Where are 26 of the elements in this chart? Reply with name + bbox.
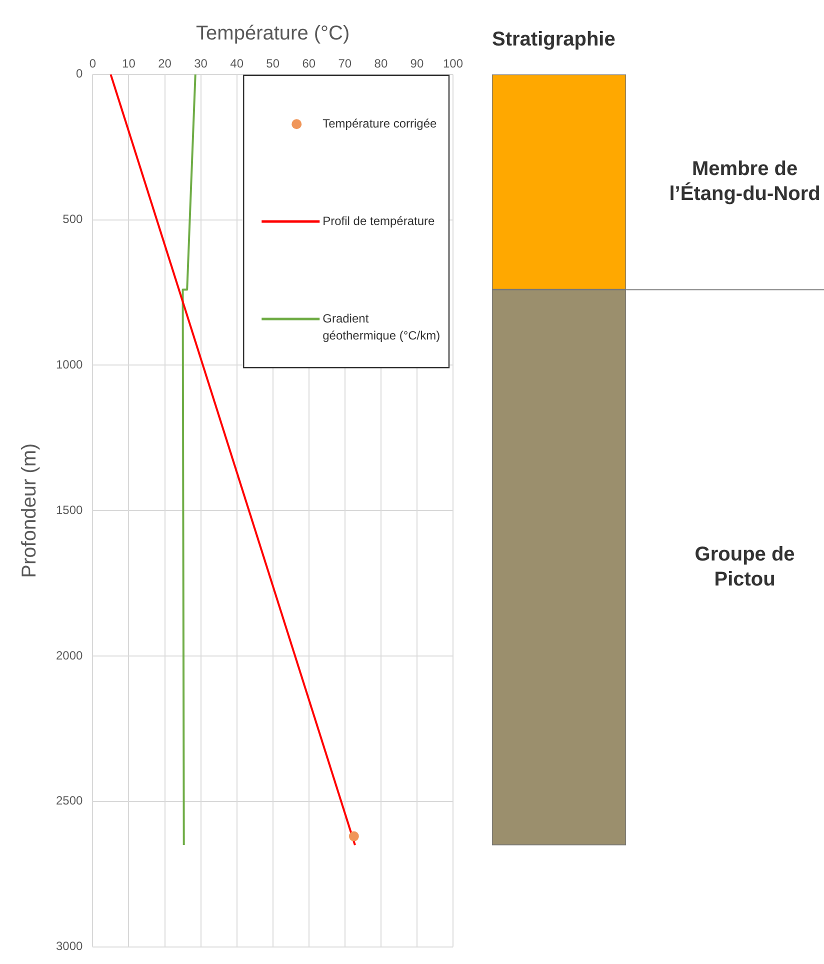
y-tick-label: 1500 — [56, 502, 84, 517]
x-tick-label: 10 — [122, 56, 136, 71]
x-tick-label: 60 — [302, 56, 316, 71]
x-tick-label: 40 — [230, 56, 244, 71]
x-tick-label: 0 — [89, 56, 96, 71]
legend-label: Gradient géothermique (°C/km) — [322, 311, 440, 342]
text: Groupe de Pictou — [694, 543, 795, 590]
y-tick-label: 2000 — [56, 648, 84, 662]
x-tick-label: 30 — [194, 56, 208, 71]
y-tick-label: 1000 — [56, 358, 84, 372]
y-tick-label: 3000 — [56, 939, 84, 954]
x-tick-label: 100 — [442, 56, 464, 71]
y-tick-label: 2500 — [56, 794, 84, 808]
chart-title: Stratigraphie — [492, 28, 616, 51]
x-tick-label: 90 — [410, 56, 424, 71]
y-axis-title: Profondeur (m) — [18, 443, 41, 578]
y-tick-label: 500 — [62, 212, 84, 226]
x-tick-label: 20 — [158, 56, 172, 71]
text: Membre de l’Étang-du-Nord — [669, 158, 820, 206]
x-axis-title: Température (°C) — [196, 22, 350, 45]
legend-label: Température corrigée — [322, 116, 438, 130]
x-tick-label: 70 — [338, 56, 352, 71]
x-tick-label: 80 — [374, 56, 388, 71]
legend-label: Profil de température — [322, 214, 436, 228]
x-tick-label: 50 — [266, 56, 280, 71]
y-tick-label: 0 — [76, 66, 84, 81]
